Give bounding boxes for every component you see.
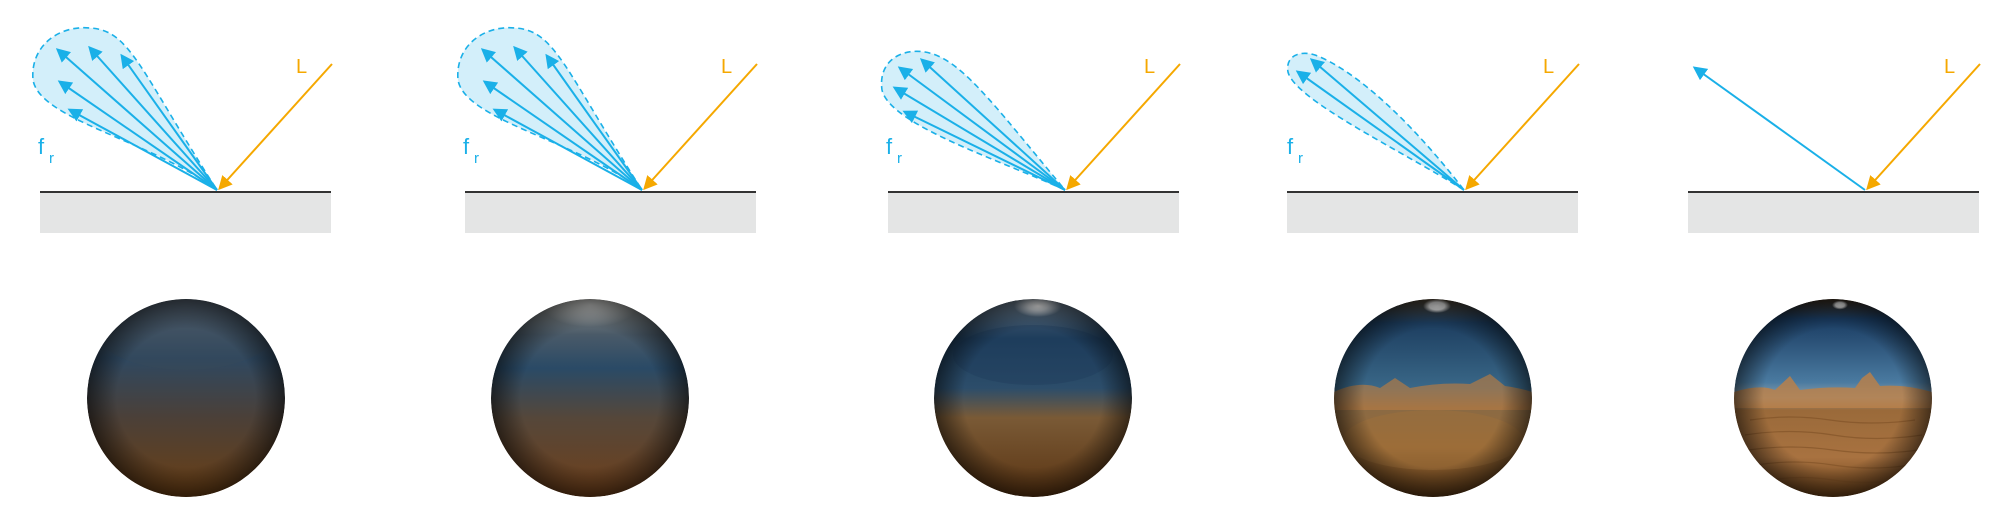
surface xyxy=(40,191,331,233)
panel-roughness-3: L f r xyxy=(880,50,1181,233)
incident-light-ray xyxy=(218,63,333,191)
reflected-rays xyxy=(1295,58,1465,191)
sphere-roughness-1 xyxy=(87,299,285,497)
sphere-roughness-2 xyxy=(491,299,689,497)
light-label: L xyxy=(1543,56,1554,78)
light-label: L xyxy=(296,56,307,78)
sphere-roughness-4 xyxy=(1334,299,1532,497)
brdf-label-subscript: r xyxy=(1298,150,1303,167)
surface xyxy=(1688,191,1979,233)
light-label: L xyxy=(1144,56,1155,78)
light-label: L xyxy=(1944,56,1955,78)
panel-roughness-1: L f r xyxy=(32,26,333,233)
reflected-ray xyxy=(1692,66,1866,191)
sphere-roughness-3 xyxy=(934,299,1132,497)
brdf-label: f xyxy=(463,134,470,159)
reflected-rays xyxy=(55,45,218,191)
panel-roughness-5: L xyxy=(1688,56,1981,233)
sphere-roughness-5 xyxy=(1734,299,1932,497)
surface xyxy=(1287,191,1578,233)
surface xyxy=(465,191,756,233)
incident-light-ray xyxy=(1066,63,1181,191)
brdf-label: f xyxy=(886,134,893,159)
brdf-label: f xyxy=(38,134,45,159)
reflected-rays xyxy=(480,45,643,191)
surface xyxy=(888,191,1179,233)
panel-roughness-2: L f r xyxy=(457,26,758,233)
brdf-label-subscript: r xyxy=(897,150,902,167)
panel-roughness-4: L f r xyxy=(1286,52,1580,233)
brdf-label-subscript: r xyxy=(49,150,54,167)
brdf-label: f xyxy=(1287,134,1294,159)
incident-light-ray xyxy=(1866,63,1981,191)
brdf-label-subscript: r xyxy=(474,150,479,167)
reflected-rays xyxy=(892,58,1066,191)
incident-light-ray xyxy=(1465,63,1580,191)
incident-light-ray xyxy=(643,63,758,191)
light-label: L xyxy=(721,56,732,78)
brdf-lobe xyxy=(1286,52,1465,191)
